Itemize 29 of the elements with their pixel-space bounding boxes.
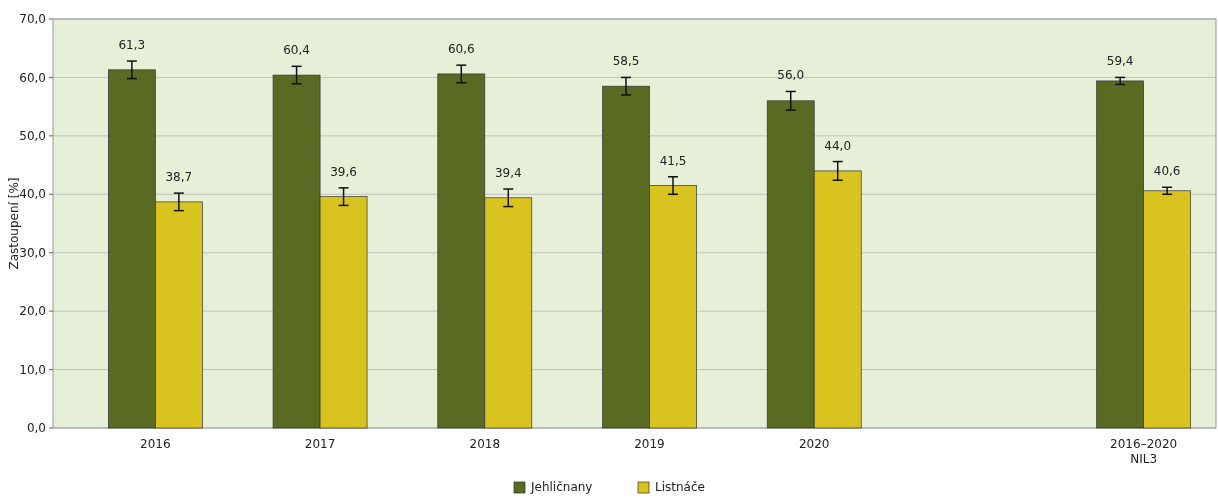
y-tick-label: 10,0 [19,362,46,377]
y-tick-label: 60,0 [19,70,46,85]
x-tick-label: 2019 [634,437,665,451]
data-label: 44,0 [824,138,852,153]
y-tick-label: 40,0 [19,187,46,202]
x-tick-label: 2017 [304,437,336,451]
data-label: 61,3 [118,38,146,53]
data-label: 59,4 [1106,54,1134,69]
x-tick-label: 2016–2020 NIL3 [1110,437,1178,466]
data-label: 41,5 [659,153,687,168]
x-tick-label: 2016 [140,437,171,451]
x-tick-label: 2020 [798,437,830,451]
x-tick-label: 2018 [469,437,501,451]
data-label: 58,5 [612,54,640,69]
data-label: 60,6 [447,42,475,57]
y-tick-label: 20,0 [19,304,46,319]
y-axis-title: Zastoupení [%] [7,177,21,270]
data-label: 60,4 [283,43,310,58]
legend-label: Listnáče [655,480,705,494]
data-label: 39,6 [330,164,357,179]
y-tick-label: 30,0 [19,245,46,260]
data-label: 40,6 [1153,164,1181,179]
y-tick-label: 70,0 [19,12,46,27]
legend-label: Jehličnany [530,480,593,494]
y-tick-label: 0,0 [26,421,46,436]
y-tick-label: 50,0 [19,129,46,144]
data-label: 39,4 [494,166,522,181]
data-label: 38,7 [165,170,193,185]
data-label: 56,0 [777,68,805,83]
